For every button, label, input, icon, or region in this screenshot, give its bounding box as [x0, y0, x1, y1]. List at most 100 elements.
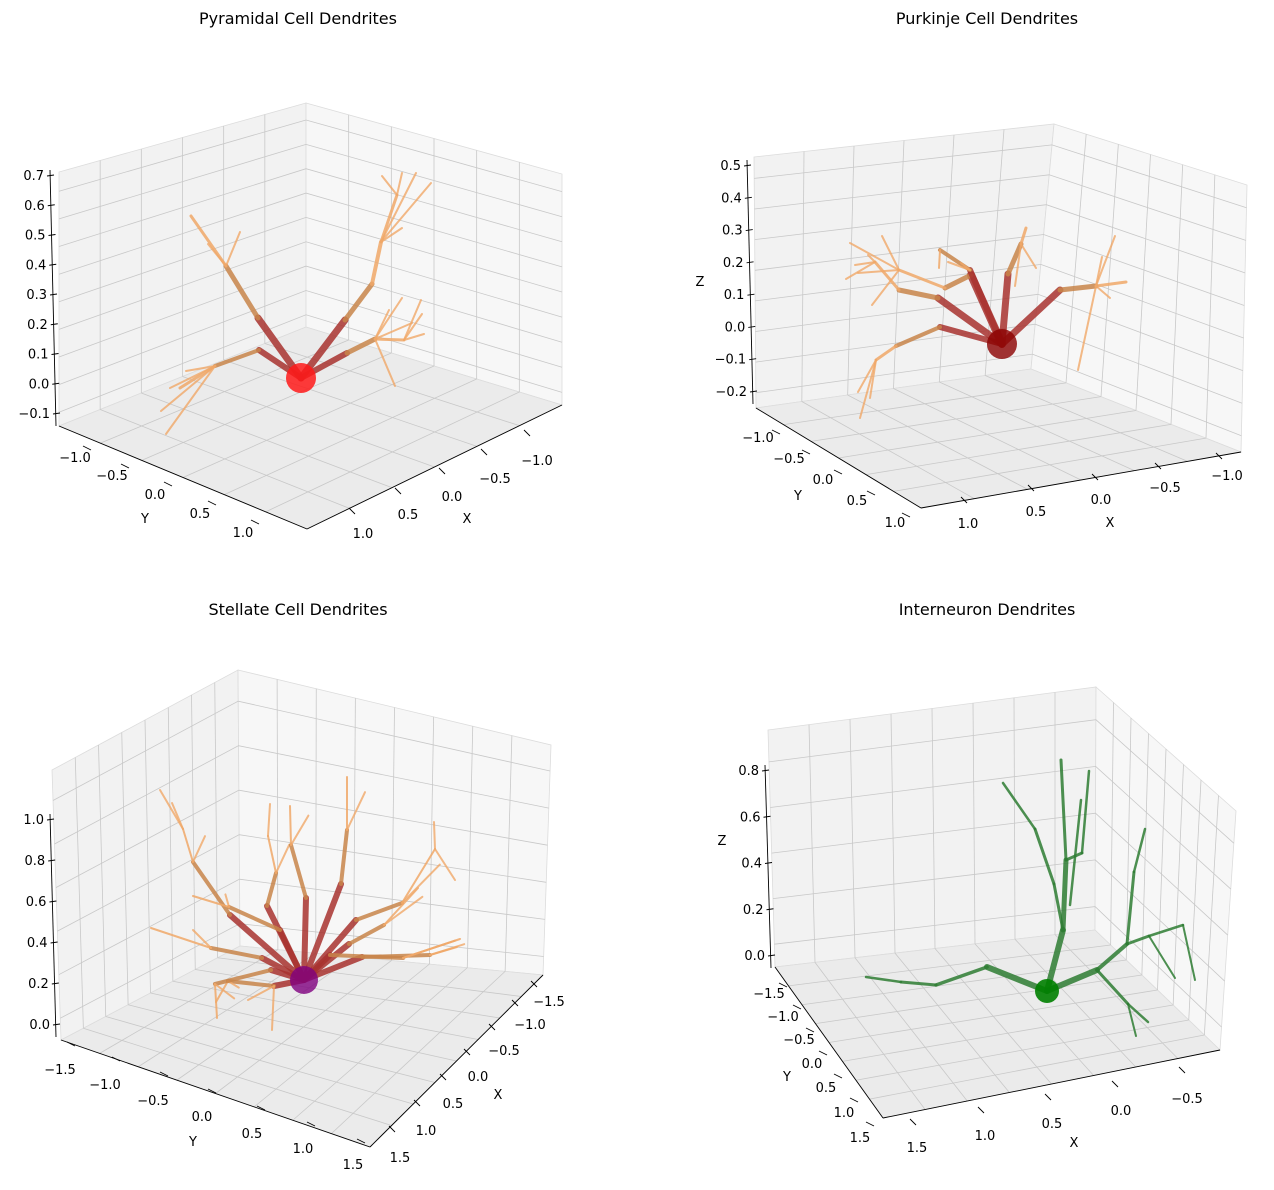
- grid-line: [755, 353, 1242, 437]
- dendrite-tip: [857, 269, 900, 274]
- dendrite-segment: [864, 975, 903, 984]
- z-tick: [50, 323, 58, 326]
- z-tick: [749, 358, 757, 361]
- grid-line: [466, 726, 474, 968]
- z-tick: [49, 293, 58, 296]
- z-tick-label: 0.2: [743, 903, 764, 918]
- panel-title: Interneuron Dendrites: [899, 600, 1076, 619]
- y-tick: [82, 445, 92, 451]
- dendrite-tip: [383, 895, 424, 926]
- x-tick: [394, 487, 402, 495]
- dendrite-tip: [849, 242, 900, 271]
- x-tick: [1154, 462, 1162, 470]
- grid-line: [121, 732, 129, 1005]
- x-axis-line: [369, 974, 544, 1148]
- z-tick: [745, 229, 753, 232]
- dendrite-segment: [1001, 781, 1037, 831]
- grid-line: [770, 765, 1232, 890]
- x-tick-label: 1.0: [416, 1124, 437, 1139]
- x-tick-label: −1.0: [521, 454, 553, 469]
- y-tick: [778, 982, 788, 988]
- dendrite-tip: [1095, 235, 1116, 287]
- grid-line: [214, 682, 219, 958]
- grid-line: [1172, 764, 1184, 1006]
- dendrite-segment: [1125, 870, 1136, 946]
- z-tick: [744, 196, 752, 199]
- dendrite-tip: [429, 943, 466, 956]
- soma: [1035, 979, 1059, 1003]
- dendrite-segment: [289, 843, 308, 900]
- dendrite-segment: [1060, 857, 1069, 933]
- x-axis-label: X: [494, 1088, 503, 1103]
- z-tick: [743, 164, 752, 167]
- z-axis-line: [49, 169, 57, 427]
- dendrite-tip: [403, 333, 425, 341]
- z-tick: [767, 954, 776, 957]
- dendrite-segment: [1127, 1003, 1137, 1037]
- z-tick-label: −0.2: [715, 385, 747, 400]
- z-tick-label: 0.5: [720, 159, 741, 174]
- y-axis-label: Y: [793, 489, 802, 504]
- z-axis-line: [746, 159, 754, 405]
- y-tick-label: 0.5: [847, 494, 868, 509]
- grid-line: [1203, 795, 1219, 1036]
- x-tick: [463, 1048, 471, 1056]
- z-tick-label: 0.6: [26, 895, 47, 910]
- dendrite-segment: [1147, 923, 1185, 938]
- y-tick: [801, 449, 811, 455]
- x-tick-label: 0.5: [1026, 505, 1047, 520]
- dendrite-segment: [1080, 769, 1091, 855]
- grid-line: [98, 744, 107, 1017]
- dendrite-tip: [192, 929, 212, 949]
- z-tick-label: 0.4: [26, 258, 47, 273]
- dendrite-segment: [383, 887, 419, 926]
- z-tick: [766, 908, 774, 911]
- dendrite-tip: [224, 893, 230, 908]
- grid-line: [855, 1019, 1189, 1081]
- dendrite-tip: [214, 983, 236, 1000]
- grid-line: [215, 960, 392, 1094]
- z-tick: [52, 1023, 61, 1026]
- x-tick: [1215, 452, 1223, 460]
- x-axis-label: X: [1070, 1136, 1079, 1151]
- grid-line: [315, 688, 317, 954]
- grid-line: [276, 679, 279, 950]
- z-tick-label: 0.4: [27, 936, 48, 951]
- dendrite-segment: [347, 923, 386, 946]
- z-tick-label: 0.1: [724, 288, 745, 303]
- dendrite-tip: [159, 789, 184, 830]
- y-axis-line: [755, 407, 922, 509]
- x-tick: [439, 1073, 447, 1081]
- y-axis-line: [58, 425, 308, 530]
- grid-line: [869, 1034, 1205, 1100]
- dendrite-tip: [857, 359, 877, 393]
- y-tick-label: −1.0: [89, 1078, 121, 1093]
- grid-line: [771, 812, 1228, 936]
- x-tick-label: −0.5: [1149, 481, 1181, 496]
- dendrite-tip: [433, 821, 436, 850]
- z-tick: [47, 204, 55, 207]
- y-tick: [849, 1097, 859, 1103]
- dendrite-segment: [942, 272, 974, 291]
- x-tick-label: 0.0: [468, 1070, 489, 1085]
- dendrite-segment: [150, 927, 212, 949]
- dendrite-segment: [1005, 241, 1024, 277]
- z-tick-label: 0.3: [722, 224, 743, 239]
- grid-line: [754, 144, 1247, 209]
- dendrite-tip: [403, 313, 423, 341]
- dendrite-segment: [1182, 924, 1196, 981]
- z-tick: [746, 261, 754, 264]
- grid-line: [754, 174, 1246, 241]
- dendrite-tip: [1095, 285, 1111, 299]
- z-tick-label: 0.0: [725, 320, 746, 335]
- grid-line: [1110, 702, 1114, 946]
- soma: [286, 363, 316, 393]
- z-tick-label: 1.0: [23, 813, 44, 828]
- z-tick: [52, 382, 60, 385]
- dendrite-tip: [165, 365, 216, 435]
- dendrite-segment: [1126, 1002, 1150, 1024]
- dendrite-tip: [247, 985, 275, 1001]
- grid-line: [58, 878, 545, 976]
- grid-line: [1054, 934, 1179, 1059]
- dendrite-segment: [1019, 226, 1028, 246]
